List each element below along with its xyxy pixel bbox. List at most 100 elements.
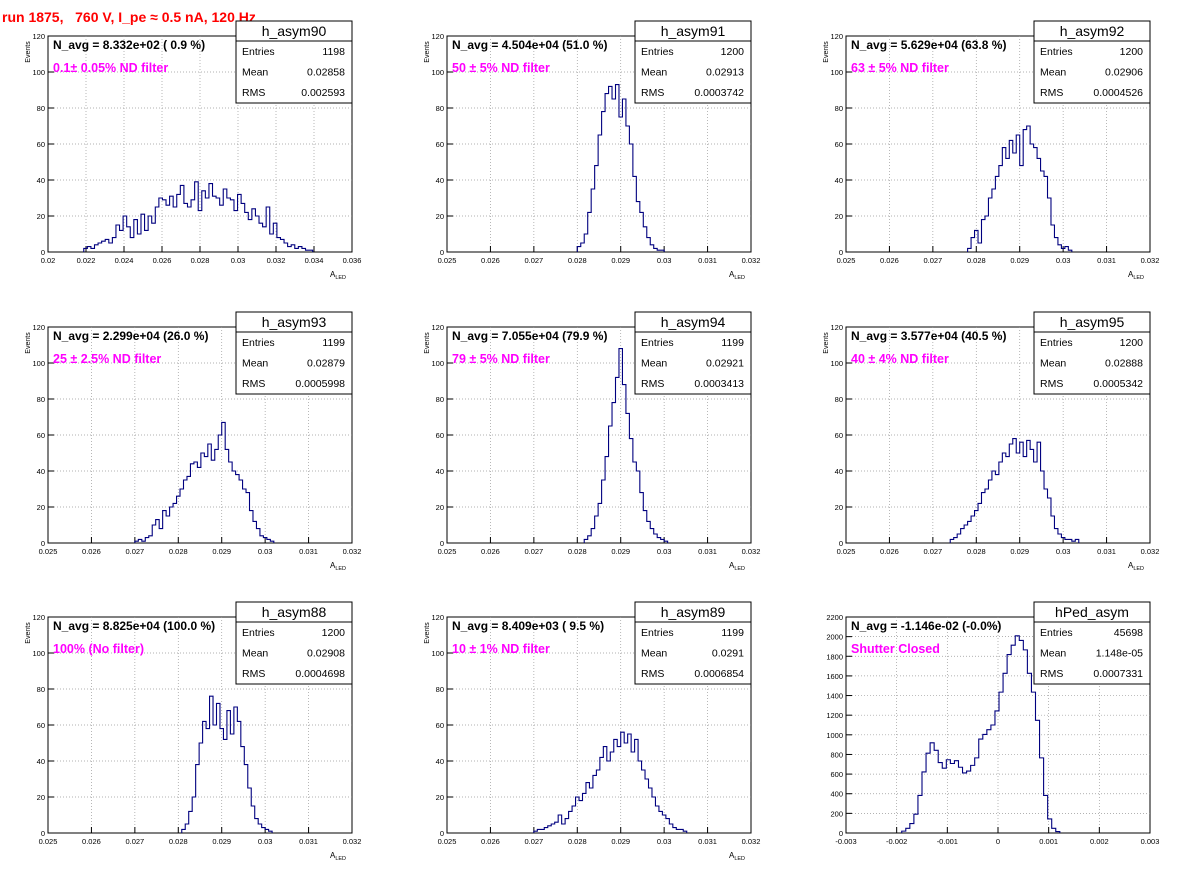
x-tick-label: 0.026 — [153, 256, 172, 265]
stats-key: RMS — [242, 87, 265, 99]
stats-value: 0.0005998 — [295, 378, 345, 390]
y-axis-label: Events — [823, 332, 830, 354]
stats-title: h_asym90 — [262, 23, 327, 39]
y-tick-label: 20 — [37, 793, 45, 802]
y-tick-label: 40 — [37, 176, 45, 185]
x-tick-label: 0.03 — [258, 547, 273, 556]
x-tick-label: 0.026 — [82, 547, 101, 556]
filter-annotation: 50 ± 5% ND filter — [452, 61, 550, 75]
y-axis-label: Events — [823, 41, 830, 63]
navg-label: N_avg = 2.299e+04 (26.0 %) — [53, 329, 208, 343]
navg-label: N_avg = 8.409e+03 ( 9.5 %) — [452, 619, 604, 633]
x-axis-label: ALED — [729, 561, 745, 572]
stats-key: Entries — [1040, 627, 1073, 639]
x-tick-label: 0.031 — [698, 837, 717, 846]
filter-annotation: 10 ± 1% ND filter — [452, 642, 550, 656]
y-tick-label: 100 — [32, 649, 45, 658]
stats-value: 0.0007331 — [1093, 668, 1143, 680]
stats-box — [235, 40, 353, 104]
y-tick-label: 120 — [32, 613, 45, 622]
panel-h_asym92: 0.025 0.026 0.027 0.028 0.029 0.03 0.031 0.032 0… — [823, 20, 1160, 281]
y-tick-label: 0 — [41, 539, 45, 548]
x-tick-label: 0.029 — [1010, 256, 1029, 265]
x-tick-label: 0.032 — [343, 547, 362, 556]
x-axis-label: ALED — [729, 851, 745, 862]
stats-value: 1.148e-05 — [1096, 648, 1143, 660]
stats-value: 0.02921 — [706, 358, 744, 370]
y-tick-label: 600 — [830, 770, 843, 779]
x-tick-label: 0.027 — [923, 547, 942, 556]
y-tick-label: 120 — [830, 323, 843, 332]
x-tick-label: 0.03 — [231, 256, 246, 265]
y-tick-label: 120 — [830, 32, 843, 41]
y-axis-label: Events — [25, 332, 32, 354]
stats-box — [1033, 331, 1151, 395]
x-tick-label: 0.032 — [742, 547, 761, 556]
y-tick-label: 0 — [839, 539, 843, 548]
stats-box — [235, 621, 353, 685]
x-tick-label: -0.003 — [835, 837, 856, 846]
stats-value: 0.02913 — [706, 67, 744, 79]
y-tick-label: 40 — [436, 757, 444, 766]
x-tick-label: 0.028 — [568, 256, 587, 265]
y-tick-label: 0 — [839, 248, 843, 257]
x-tick-label: 0.026 — [481, 547, 500, 556]
x-tick-label: 0 — [996, 837, 1000, 846]
x-tick-label: 0.027 — [524, 547, 543, 556]
histogram-series — [533, 731, 688, 833]
stats-title: hPed_asym — [1055, 604, 1129, 620]
navg-label: N_avg = 8.825e+04 (100.0 %) — [53, 619, 215, 633]
histogram-series — [576, 84, 665, 252]
x-tick-label: 0.032 — [742, 837, 761, 846]
x-tick-label: 0.03 — [1056, 547, 1071, 556]
stats-value: 0.0004526 — [1093, 87, 1143, 99]
x-tick-label: 0.028 — [568, 837, 587, 846]
x-tick-label: -0.001 — [937, 837, 958, 846]
y-tick-label: 100 — [32, 68, 45, 77]
y-axis-label: Events — [424, 41, 431, 63]
y-tick-label: 1600 — [826, 672, 843, 681]
stats-title: h_asym93 — [262, 314, 327, 330]
x-tick-label: 0.026 — [481, 256, 500, 265]
y-tick-label: 60 — [436, 721, 444, 730]
stats-value: 0.0003742 — [694, 87, 744, 99]
panel-h_asym90: 0.02 0.022 0.024 0.026 0.028 0.03 0.032 0.034 0.… — [25, 20, 361, 281]
stats-box — [235, 331, 353, 395]
x-tick-label: 0.029 — [611, 547, 630, 556]
filter-annotation: 40 ± 4% ND filter — [851, 352, 949, 366]
stats-key: Entries — [242, 337, 275, 349]
filter-annotation: 79 ± 5% ND filter — [452, 352, 550, 366]
y-tick-label: 40 — [436, 467, 444, 476]
y-tick-label: 100 — [431, 68, 444, 77]
x-tick-label: 0.02 — [41, 256, 56, 265]
stats-value: 1200 — [1120, 337, 1144, 349]
x-tick-label: 0.032 — [1141, 256, 1160, 265]
y-tick-label: 120 — [431, 323, 444, 332]
x-tick-label: 0.026 — [880, 547, 899, 556]
x-tick-label: 0.028 — [169, 547, 188, 556]
y-axis-label: Events — [25, 622, 32, 644]
y-axis-label: Events — [25, 41, 32, 63]
stats-value: 0.02888 — [1105, 358, 1143, 370]
stats-box — [634, 621, 752, 685]
stats-key: RMS — [242, 378, 265, 390]
y-tick-label: 20 — [37, 503, 45, 512]
x-axis-label: ALED — [1128, 561, 1144, 572]
x-tick-label: 0.001 — [1039, 837, 1058, 846]
stats-title: h_asym94 — [661, 314, 726, 330]
x-tick-label: 0.029 — [212, 837, 231, 846]
x-tick-label: 0.026 — [82, 837, 101, 846]
x-tick-label: 0.031 — [698, 256, 717, 265]
x-tick-label: 0.03 — [657, 256, 672, 265]
y-tick-label: 20 — [835, 503, 843, 512]
stats-key: RMS — [641, 378, 664, 390]
stats-value: 45698 — [1114, 627, 1143, 639]
x-tick-label: 0.026 — [481, 837, 500, 846]
stats-key: Mean — [641, 648, 667, 660]
histogram-series — [583, 348, 669, 543]
stats-value: 0.0005342 — [1093, 378, 1143, 390]
stats-title: h_asym89 — [661, 604, 726, 620]
stats-box — [634, 331, 752, 395]
x-tick-label: 0.027 — [125, 837, 144, 846]
x-tick-label: 0.032 — [742, 256, 761, 265]
